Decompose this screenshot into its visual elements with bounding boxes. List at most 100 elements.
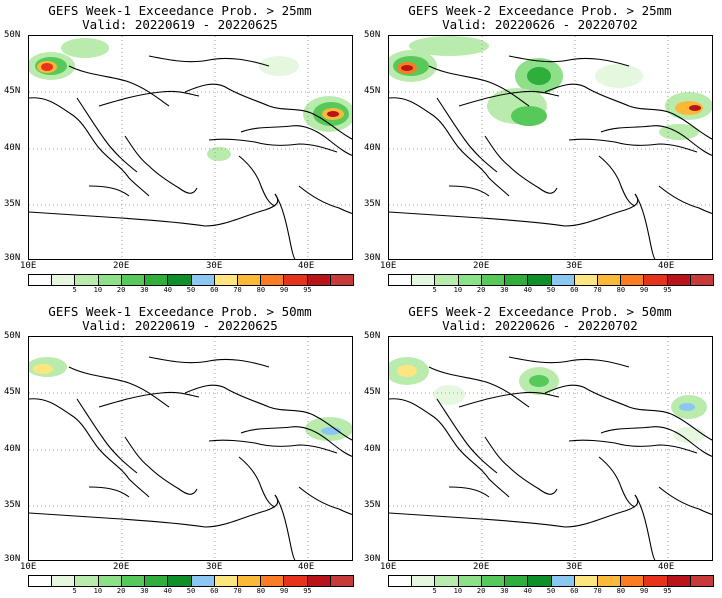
colorbar-swatch — [308, 576, 331, 586]
colorbar-swatch — [575, 275, 598, 285]
colorbar-swatch — [75, 576, 98, 586]
colorbar-swatch — [528, 275, 551, 285]
longitude-label: 30E — [566, 262, 582, 271]
coastline-border — [635, 194, 657, 260]
probability-shading — [207, 147, 231, 161]
colorbar-swatch — [412, 576, 435, 586]
colorbar-tick-label: 10 — [94, 588, 102, 595]
panel-valid-dates: Valid: 20220619 - 20220625 — [0, 319, 360, 332]
latitude-label: 40N — [364, 445, 380, 454]
probability-shading — [433, 385, 465, 405]
longitude-label: 10E — [20, 563, 36, 572]
latitude-label: 35N — [4, 200, 20, 209]
colorbar-swatch — [145, 275, 168, 285]
colorbar-swatch — [459, 576, 482, 586]
colorbar-swatch — [668, 275, 691, 285]
latitude-label: 35N — [4, 501, 20, 510]
precip-probability-map — [389, 36, 713, 260]
map-panel-2: GEFS Week-2 Exceedance Prob. > 25mm Valid… — [360, 0, 720, 297]
latitude-label: 50N — [364, 332, 380, 341]
coastline-border — [389, 194, 638, 226]
longitude-label: 30E — [206, 563, 222, 572]
colorbar-tick-label: 40 — [523, 588, 531, 595]
latitude-label: 50N — [4, 31, 20, 40]
colorbar-tick-label: 5 — [432, 287, 436, 294]
latitude-label: 30N — [364, 254, 380, 263]
longitude-label: 40E — [298, 563, 314, 572]
colorbar-swatch — [52, 576, 75, 586]
colorbar-swatch — [29, 275, 52, 285]
colorbar-tick-label: 70 — [593, 588, 601, 595]
colorbar-swatch — [238, 576, 261, 586]
colorbar-swatch — [389, 576, 412, 586]
colorbar-swatch — [552, 275, 575, 285]
colorbar-swatch — [644, 275, 667, 285]
colorbar-swatch — [331, 576, 353, 586]
colorbar-tick-label: 10 — [94, 287, 102, 294]
precip-probability-map — [29, 337, 353, 561]
colorbar-swatch — [528, 576, 551, 586]
coastline-border — [77, 399, 137, 473]
probability-shading — [327, 111, 339, 117]
colorbar-tick-label: 70 — [593, 287, 601, 294]
colorbar-tick-label: 70 — [233, 287, 241, 294]
colorbar-swatch — [284, 275, 307, 285]
colorbar — [388, 575, 714, 587]
colorbar-swatch — [192, 275, 215, 285]
latitude-label: 35N — [364, 501, 380, 510]
colorbar-tick-label: 90 — [640, 287, 648, 294]
colorbar-tick-label: 50 — [187, 287, 195, 294]
colorbar-swatch — [308, 275, 331, 285]
coastline-border — [635, 495, 657, 561]
map-area — [28, 35, 353, 260]
colorbar-swatch — [168, 576, 191, 586]
coastline-border — [29, 495, 278, 527]
latitude-label: 45N — [364, 87, 380, 96]
colorbar-tick-label: 5 — [432, 588, 436, 595]
longitude-label: 30E — [206, 262, 222, 271]
colorbar-swatch — [505, 275, 528, 285]
colorbar-swatch — [122, 275, 145, 285]
colorbar-labels: 5 10 20 30 40 50 60 70 80 90 95 — [388, 588, 714, 596]
precip-probability-map — [29, 36, 353, 260]
colorbar-swatch — [621, 576, 644, 586]
probability-shading — [259, 56, 299, 76]
colorbar-tick-label: 30 — [500, 287, 508, 294]
latitude-label: 40N — [4, 445, 20, 454]
colorbar-swatch — [598, 576, 621, 586]
colorbar-tick-label: 60 — [210, 588, 218, 595]
colorbar-tick-label: 80 — [617, 287, 625, 294]
longitude-label: 20E — [473, 563, 489, 572]
colorbar-swatch — [215, 275, 238, 285]
colorbar-swatch — [192, 576, 215, 586]
probability-shading — [689, 105, 701, 111]
map-panel-4: GEFS Week-2 Exceedance Prob. > 50mm Valid… — [360, 301, 720, 598]
probability-shading — [61, 38, 109, 58]
colorbar-swatch — [29, 576, 52, 586]
colorbar-tick-label: 60 — [570, 588, 578, 595]
coastline-border — [459, 392, 559, 407]
latitude-label: 45N — [364, 388, 380, 397]
coastline-border — [449, 186, 489, 196]
probability-shading — [397, 365, 417, 377]
coastline-border — [509, 357, 629, 367]
colorbar-labels: 5 10 20 30 40 50 60 70 80 90 95 — [28, 287, 354, 295]
colorbar-tick-label: 20 — [477, 287, 485, 294]
colorbar-swatch — [52, 275, 75, 285]
colorbar-tick-label: 40 — [523, 287, 531, 294]
coastline-border — [389, 399, 509, 497]
colorbar-tick-label: 40 — [163, 588, 171, 595]
colorbar-swatch — [459, 275, 482, 285]
probability-shading — [527, 67, 551, 85]
latitude-label: 50N — [4, 332, 20, 341]
coastline-border — [239, 156, 275, 206]
colorbar-swatch — [552, 576, 575, 586]
probability-shading — [41, 63, 53, 71]
coastline-border — [659, 186, 713, 214]
colorbar-tick-label: 50 — [187, 588, 195, 595]
coastline-border — [449, 487, 489, 497]
colorbar-tick-label: 80 — [617, 588, 625, 595]
colorbar-tick-label: 60 — [570, 287, 578, 294]
longitude-label: 40E — [658, 262, 674, 271]
colorbar-tick-label: 30 — [500, 588, 508, 595]
